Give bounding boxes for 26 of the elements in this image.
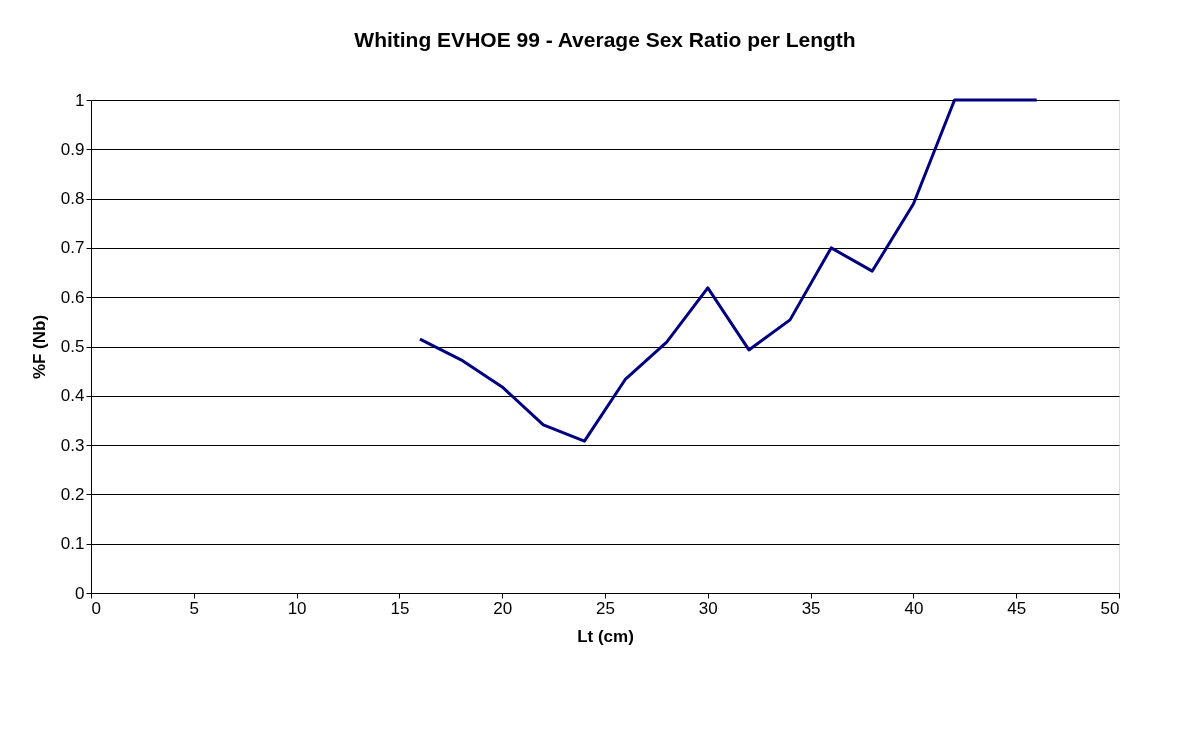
- y-tick-label: 0: [75, 583, 85, 603]
- y-axis-title: %F (Nb): [29, 314, 49, 380]
- y-tick-label: 0.7: [60, 238, 85, 258]
- x-tick-label: 20: [493, 598, 513, 618]
- x-tick-label: 15: [390, 598, 410, 618]
- y-tick-label: 0.2: [60, 484, 85, 504]
- y-tick-label: 0.6: [60, 287, 85, 307]
- y-tick-label: 1: [75, 90, 85, 110]
- x-tick-label: 0: [91, 598, 101, 618]
- y-tick-label: 0.3: [60, 435, 85, 455]
- y-tick-label: 0.5: [60, 337, 85, 356]
- x-tick-label: 50: [1100, 598, 1120, 618]
- x-tick-label: 40: [904, 598, 924, 618]
- x-tick-label: 10: [287, 598, 307, 618]
- y-tick-label: 0.4: [60, 386, 85, 406]
- y-tick-label: 0.8: [60, 189, 85, 209]
- x-tick-label: 30: [698, 598, 718, 618]
- x-tick-label: 25: [596, 598, 615, 618]
- y-tick-label: 0.9: [60, 139, 85, 159]
- x-tick-label: 35: [801, 598, 821, 618]
- x-axis-title: Lt (cm): [577, 626, 634, 646]
- y-tick-label: 0.1: [60, 534, 85, 554]
- x-tick-label: 45: [1007, 598, 1027, 618]
- x-tick-label: 5: [189, 598, 200, 618]
- line-series: [418, 98, 1039, 443]
- chart-title: Whiting EVHOE 99 - Average Sex Ratio per Length: [354, 28, 856, 51]
